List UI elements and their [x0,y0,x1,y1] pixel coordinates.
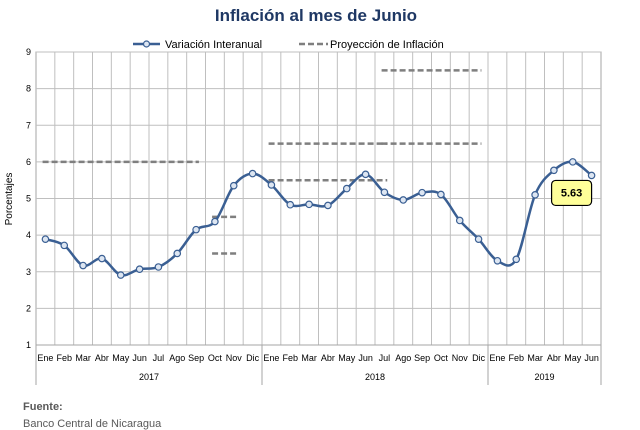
data-point [550,166,558,175]
y-tick-label: 5 [26,194,31,204]
data-point [361,170,370,179]
x-tick-label: Abr [95,353,109,363]
x-tick-label: May [564,353,582,363]
annotation-box [550,179,593,207]
projection-lines [42,69,482,255]
value-annotation: 5.63 [550,179,593,207]
x-tick-label: Jun [132,353,147,363]
data-point [116,271,125,279]
gridlines [35,51,602,346]
x-tick-label: Mar [75,353,91,363]
x-tick-label: Feb [508,353,524,363]
x-tick-label: Sep [414,353,430,363]
y-tick-label: 2 [26,303,31,313]
data-point [41,235,50,243]
series-markers [41,158,596,279]
legend: Variación Interanual Proyección de Infla… [133,39,444,51]
legend-projection-label: Proyección de Inflación [330,39,444,51]
source-text: Banco Central de Nicaragua [23,418,162,430]
x-tick-label: Jun [358,353,373,363]
x-tick-label: Feb [56,353,72,363]
data-point [267,181,276,189]
data-point [229,181,238,190]
data-point [79,261,87,270]
x-tick-label: May [112,353,130,363]
x-tick-label: Jul [153,353,165,363]
x-tick-label: Dic [246,353,259,363]
x-tick-label: Ene [263,353,279,363]
x-tick-label: Abr [547,353,561,363]
x-tick-label: Dic [472,353,485,363]
data-point [324,201,332,210]
data-point [568,158,577,166]
data-point [135,265,144,273]
x-tick-label: Ene [489,353,505,363]
x-tick-label: Sep [188,353,204,363]
x-tick-label: Mar [301,353,317,363]
x-tick-label: Ago [395,353,411,363]
x-tick-label: Jul [379,353,391,363]
legend-marker-swatch [142,40,151,48]
y-tick-label: 3 [26,267,31,277]
data-point [173,249,182,258]
data-point [342,184,351,193]
data-point [192,225,200,234]
data-point [286,200,295,209]
data-point [587,171,596,180]
x-tick-label: Oct [208,353,223,363]
x-tick-label: Ene [37,353,53,363]
x-tick-label: Oct [434,353,449,363]
y-tick-labels: 1 2 3 4 5 6 7 8 9 [26,47,31,350]
x-tick-label: Mar [527,353,543,363]
x-axis: Ene Feb Mar Abr May Jun Jul Ago Sep Oct Nov Dic Ene F… [35,344,602,385]
x-tick-label: Ago [169,353,185,363]
y-axis-title: Porcentajes [4,173,15,226]
data-point [493,256,502,265]
year-label: 2019 [534,372,554,382]
x-tick-label: Nov [226,353,243,363]
legend-series-label: Variación Interanual [165,39,262,51]
y-tick-label: 6 [26,157,31,167]
data-point [399,196,408,204]
data-point [98,254,106,263]
data-point [211,217,219,226]
data-point [531,191,539,199]
x-tick-label: Nov [452,353,469,363]
annotation-label: 5.63 [561,187,582,199]
data-point [154,263,163,271]
x-tick-label: May [338,353,356,363]
year-label: 2018 [365,372,385,382]
y-tick-label: 1 [26,340,31,350]
y-tick-label: 8 [26,84,31,94]
x-tick-label: Abr [321,353,335,363]
data-point [305,200,313,209]
x-tick-label: Jun [584,353,599,363]
data-point [437,190,445,199]
data-point [455,216,464,225]
data-point [60,241,69,250]
y-tick-label: 4 [26,230,31,240]
data-point [248,169,257,178]
data-point [418,188,426,197]
y-tick-label: 7 [26,120,31,130]
x-tick-label: Feb [282,353,298,363]
year-label: 2017 [139,372,159,382]
y-tick-label: 9 [26,47,31,57]
data-point [474,235,483,243]
source-heading: Fuente: [23,401,63,413]
data-point [380,188,389,197]
chart-title: Inflación al mes de Junio [215,6,417,25]
data-point [512,255,521,264]
